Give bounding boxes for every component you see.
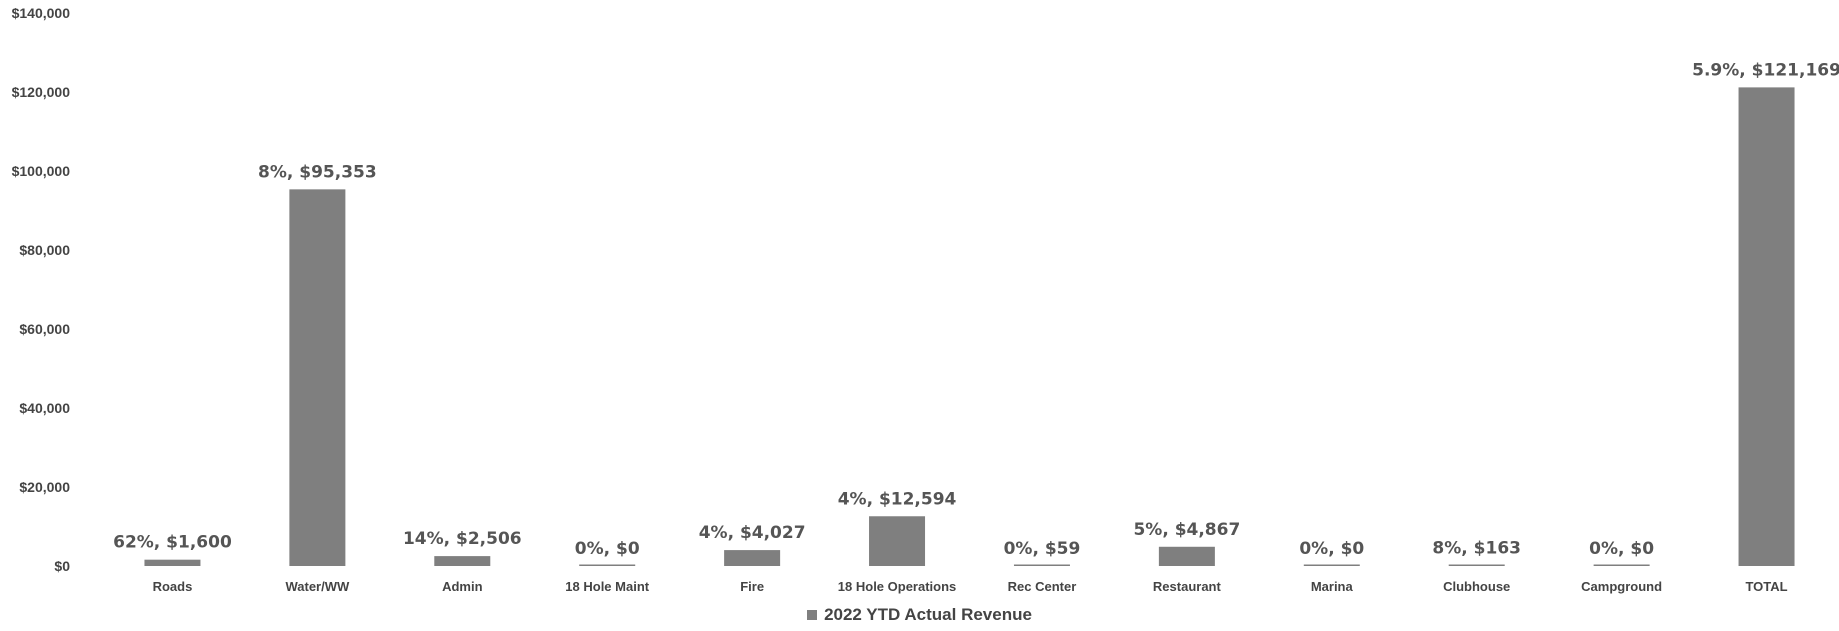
data-label: 5.9%, $121,169	[1692, 60, 1839, 80]
x-tick-label: Roads	[153, 579, 193, 594]
legend-label: 2022 YTD Actual Revenue	[824, 605, 1032, 624]
y-tick-label: $0	[54, 558, 70, 574]
data-label: 4%, $12,594	[838, 489, 957, 509]
x-tick-label: TOTAL	[1745, 579, 1787, 594]
y-tick-label: $100,000	[12, 163, 71, 179]
data-label: 0%, $0	[1299, 539, 1364, 559]
x-tick-label: Water/WW	[285, 579, 350, 594]
data-label: 5%, $4,867	[1133, 520, 1240, 540]
bars	[144, 87, 1795, 566]
y-tick-label: $120,000	[12, 84, 71, 100]
y-tick-label: $20,000	[19, 479, 70, 495]
data-label: 0%, $59	[1004, 539, 1081, 559]
bar	[1738, 87, 1795, 566]
bar-chart: $0 $20,000 $40,000 $60,000 $80,000 $100,000 $1…	[12, 5, 1839, 594]
bar	[869, 516, 926, 566]
bar	[1013, 564, 1070, 566]
x-tick-label: Campground	[1581, 579, 1662, 594]
data-label: 62%, $1,600	[113, 533, 232, 553]
bar	[579, 564, 636, 566]
data-labels: 62%, $1,600 8%, $95,353 14%, $2,506 0%, $0 4…	[113, 60, 1839, 559]
data-label: 4%, $4,027	[699, 523, 806, 543]
bar	[1303, 564, 1360, 566]
x-tick-label: Fire	[740, 579, 764, 594]
bar	[1593, 564, 1650, 566]
data-label: 14%, $2,506	[403, 529, 522, 549]
x-tick-label: Rec Center	[1008, 579, 1077, 594]
bar	[434, 556, 491, 566]
x-tick-label: 18 Hole Operations	[838, 579, 956, 594]
data-label: 8%, $95,353	[258, 162, 377, 182]
x-tick-label: Clubhouse	[1443, 579, 1510, 594]
bar	[1448, 564, 1505, 566]
x-axis: Roads Water/WW Admin 18 Hole Maint Fire 18 Ho…	[153, 579, 1788, 594]
bar	[144, 559, 201, 566]
legend: 2022 YTD Actual Revenue	[0, 605, 1839, 625]
bar	[1158, 546, 1215, 566]
data-label: 8%, $163	[1432, 538, 1521, 558]
bar	[724, 550, 781, 566]
x-tick-label: Restaurant	[1153, 579, 1222, 594]
y-tick-label: $60,000	[19, 321, 70, 337]
y-axis: $0 $20,000 $40,000 $60,000 $80,000 $100,000 $1…	[12, 5, 71, 574]
legend-swatch	[807, 610, 818, 620]
y-tick-label: $140,000	[12, 5, 71, 21]
x-tick-label: Admin	[442, 579, 483, 594]
y-tick-label: $40,000	[19, 400, 70, 416]
y-tick-label: $80,000	[19, 242, 70, 258]
data-label: 0%, $0	[575, 539, 640, 559]
bar	[289, 189, 346, 566]
x-tick-label: Marina	[1311, 579, 1354, 594]
x-tick-label: 18 Hole Maint	[565, 579, 649, 594]
data-label: 0%, $0	[1589, 539, 1654, 559]
